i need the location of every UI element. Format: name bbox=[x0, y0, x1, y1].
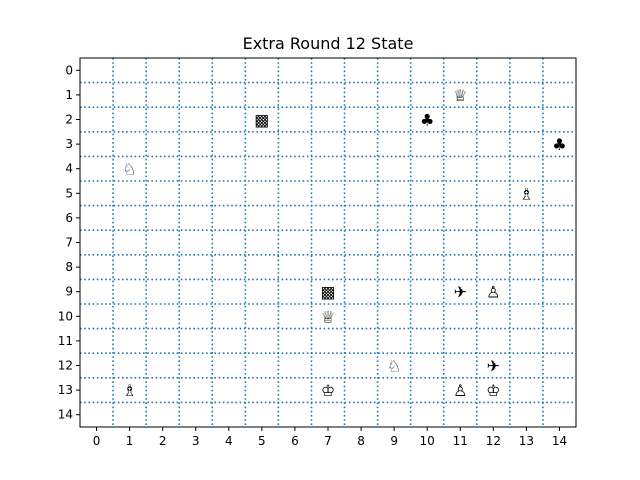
y-tick-label: 2 bbox=[65, 113, 73, 127]
white-bishop-icon: ♗ bbox=[519, 184, 533, 203]
y-tick-label: 13 bbox=[58, 383, 73, 397]
y-tick-label: 0 bbox=[65, 63, 73, 77]
white-knight-icon: ♘ bbox=[387, 357, 401, 376]
x-tick-label: 3 bbox=[192, 434, 200, 448]
x-tick-label: 6 bbox=[291, 434, 299, 448]
x-tick-label: 5 bbox=[258, 434, 266, 448]
y-tick-label: 6 bbox=[65, 211, 73, 225]
x-tick-label: 2 bbox=[159, 434, 167, 448]
x-tick-label: 4 bbox=[225, 434, 233, 448]
y-tick-label: 11 bbox=[58, 334, 73, 348]
white-king-icon: ♔ bbox=[321, 381, 335, 400]
airplane-icon: ✈ bbox=[487, 357, 500, 376]
y-tick-label: 8 bbox=[65, 260, 73, 274]
white-knight-icon: ♘ bbox=[122, 160, 136, 179]
board-title: Extra Round 12 State bbox=[243, 34, 414, 53]
white-king-icon: ♔ bbox=[486, 381, 500, 400]
board-grid bbox=[80, 58, 576, 427]
white-pawn-icon: ♙ bbox=[453, 381, 467, 400]
y-tick-label: 7 bbox=[65, 236, 73, 250]
white-queen-icon: ♕ bbox=[321, 307, 335, 326]
checker-block-icon: ▩ bbox=[254, 111, 269, 130]
club-icon: ♣ bbox=[552, 135, 566, 154]
x-tick-label: 12 bbox=[486, 434, 501, 448]
white-queen-icon: ♕ bbox=[453, 86, 467, 105]
x-tick-label: 9 bbox=[390, 434, 398, 448]
y-tick-label: 9 bbox=[65, 285, 73, 299]
x-tick-label: 0 bbox=[93, 434, 101, 448]
board-frame bbox=[79, 57, 577, 428]
y-tick-label: 14 bbox=[58, 408, 73, 422]
y-tick-label: 12 bbox=[58, 359, 73, 373]
y-tick-label: 4 bbox=[65, 162, 73, 176]
y-tick-label: 5 bbox=[65, 186, 73, 200]
x-tick-label: 10 bbox=[420, 434, 435, 448]
y-tick-label: 10 bbox=[58, 309, 73, 323]
y-tick-label: 3 bbox=[65, 137, 73, 151]
airplane-icon: ✈ bbox=[454, 283, 467, 302]
x-tick-label: 13 bbox=[519, 434, 534, 448]
x-tick-label: 14 bbox=[552, 434, 567, 448]
x-tick-label: 8 bbox=[357, 434, 365, 448]
y-tick-label: 1 bbox=[65, 88, 73, 102]
club-icon: ♣ bbox=[420, 111, 434, 130]
white-bishop-icon: ♗ bbox=[122, 381, 136, 400]
x-tick-label: 1 bbox=[126, 434, 134, 448]
x-tick-label: 11 bbox=[453, 434, 468, 448]
x-tick-label: 7 bbox=[324, 434, 332, 448]
checker-block-icon: ▩ bbox=[320, 283, 335, 302]
board-pieces: ♕ ▩ ♣ ♣ ♘ ♗ ▩ ✈ ♙ ♕ ♘ ✈ ♗ ♔ ♙ ♔ bbox=[122, 86, 566, 400]
white-pawn-icon: ♙ bbox=[486, 283, 500, 302]
